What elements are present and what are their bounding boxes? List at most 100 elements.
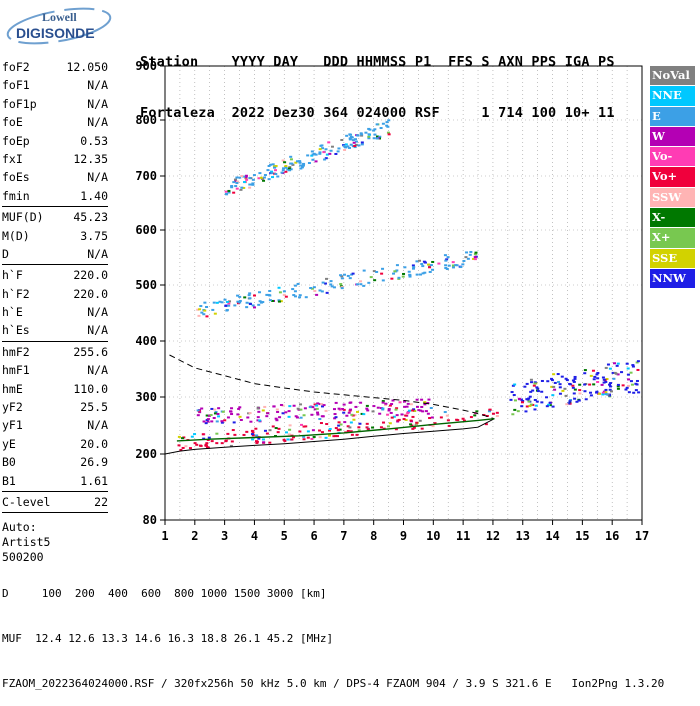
echo-point (613, 362, 617, 365)
echo-point (296, 407, 300, 410)
auto-line: Artist5 (2, 535, 51, 550)
echo-point (316, 411, 320, 414)
echo-point (233, 304, 237, 307)
echo-point (525, 405, 529, 408)
echo-point (229, 410, 233, 413)
echo-point (540, 401, 544, 404)
echo-point (346, 429, 350, 432)
echo-point (430, 416, 434, 419)
echo-point (294, 415, 298, 418)
echo-point (409, 423, 413, 426)
echo-point (325, 291, 329, 294)
echo-point (406, 402, 410, 405)
param-row: h`F 220.0 (2, 266, 108, 284)
echo-point (469, 416, 473, 419)
echo-point (608, 367, 612, 370)
echo-point (318, 152, 322, 155)
echo-point (280, 171, 284, 174)
echo-point (283, 439, 287, 442)
echo-point (415, 260, 419, 263)
echo-point (423, 403, 427, 406)
echo-point (446, 419, 450, 422)
echo-point (427, 263, 431, 266)
echo-point (313, 408, 317, 411)
echo-point (320, 415, 324, 418)
echo-point (267, 178, 271, 181)
echo-point (583, 390, 587, 393)
echo-point (475, 410, 479, 413)
echo-point (329, 149, 333, 152)
echo-point (444, 259, 448, 262)
echo-point (330, 145, 334, 148)
echo-point (197, 314, 201, 317)
curve-green-profile (176, 418, 495, 442)
echo-point (353, 145, 357, 148)
echo-point (215, 442, 219, 445)
echo-point (546, 380, 550, 383)
echo-point (375, 270, 379, 273)
echo-point (468, 253, 472, 256)
echo-point (409, 419, 413, 422)
x-tick-label: 7 (340, 529, 347, 543)
echo-point (525, 382, 529, 385)
echo-point (535, 386, 539, 389)
echo-point (352, 418, 356, 421)
echo-point (181, 446, 185, 449)
echo-point (347, 411, 351, 414)
param-value: 12.35 (73, 151, 108, 166)
echo-point (204, 422, 208, 425)
echo-point (388, 422, 392, 425)
echo-point (360, 134, 364, 137)
echo-point (444, 264, 448, 267)
echo-point (397, 277, 401, 280)
echo-point (236, 413, 240, 416)
echo-point (367, 133, 371, 136)
echo-point (636, 360, 640, 363)
param-value: 26.9 (80, 455, 108, 470)
param-label: hmE (2, 381, 23, 396)
echo-point (627, 391, 631, 394)
echo-point (207, 436, 211, 439)
echo-point (319, 144, 323, 147)
echo-point (302, 414, 306, 417)
y-tick-label: 80 (143, 513, 157, 527)
echo-point (451, 261, 455, 264)
echo-point (589, 374, 593, 377)
echo-point (396, 419, 400, 422)
echo-point (371, 426, 375, 429)
auto-line: 500200 (2, 550, 44, 565)
echo-point (284, 165, 288, 168)
echo-point (593, 375, 597, 378)
echo-point (202, 420, 206, 423)
legend-item: NNW (650, 268, 695, 289)
echo-point (592, 383, 596, 386)
echo-point (276, 410, 280, 413)
echo-point (495, 411, 499, 414)
echo-point (624, 388, 628, 391)
echo-point (232, 181, 236, 184)
echo-point (226, 432, 230, 435)
echo-point (274, 169, 278, 172)
echo-point (313, 403, 317, 406)
echo-point (273, 166, 277, 169)
echo-point (239, 188, 243, 191)
echo-point (415, 424, 419, 427)
echo-point (310, 413, 314, 416)
echo-point (279, 300, 283, 303)
echo-point (234, 185, 238, 188)
echo-point (245, 430, 249, 433)
echo-point (386, 131, 390, 134)
echo-point (289, 155, 293, 158)
echo-point (552, 385, 556, 388)
echo-point (608, 388, 612, 391)
echo-point (365, 407, 369, 410)
echo-point (223, 419, 227, 422)
param-row: h`F2 220.0 (2, 285, 108, 303)
echo-point (560, 375, 564, 378)
echo-point (511, 384, 515, 387)
echo-point (535, 400, 539, 403)
echo-point (343, 149, 347, 152)
echo-point (349, 430, 353, 433)
echo-point (386, 125, 390, 128)
echo-point (342, 408, 346, 411)
